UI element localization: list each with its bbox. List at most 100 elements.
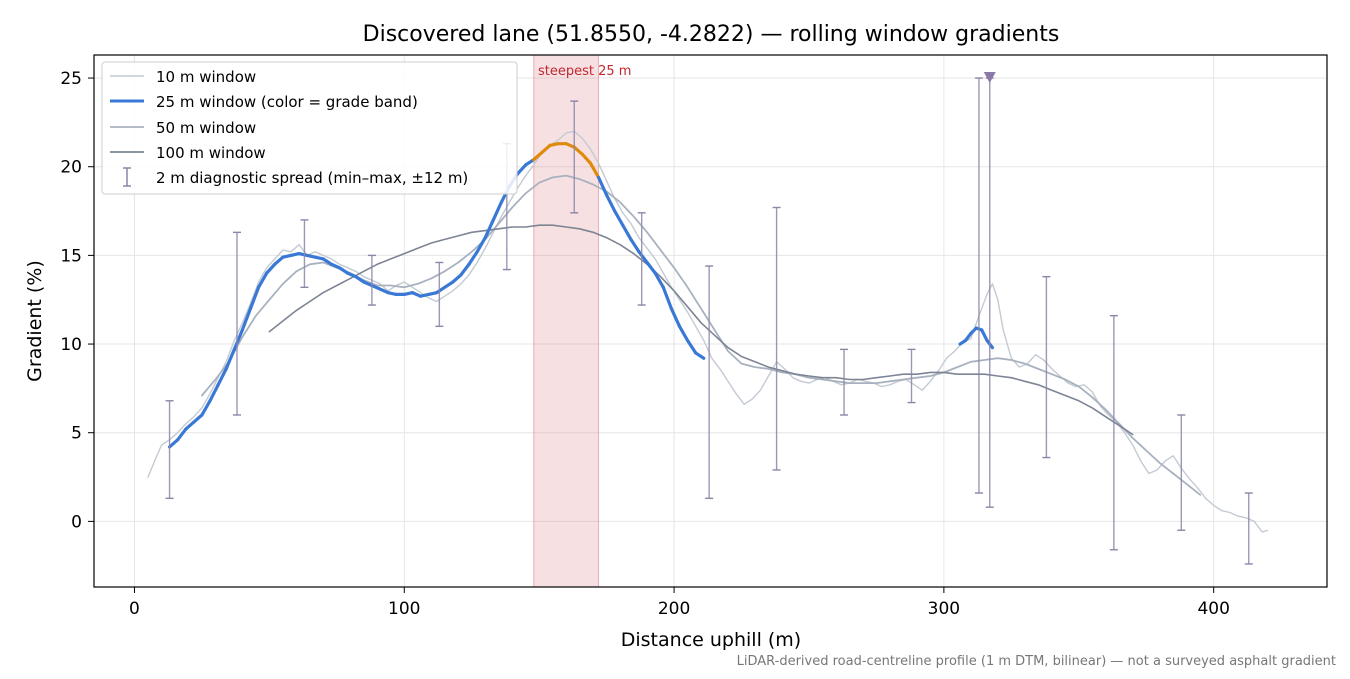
spread-bar — [907, 348, 916, 404]
series-layer — [147, 130, 1269, 533]
series-segment-25m — [483, 218, 495, 240]
series-segment-25m — [540, 143, 552, 155]
spread-bar — [232, 231, 241, 416]
spread-bar — [974, 77, 983, 494]
series-segment-25m — [443, 280, 455, 289]
x-tick-label: 0 — [129, 599, 140, 619]
series-segment-25m — [451, 273, 463, 284]
series-segment-25m — [216, 367, 228, 387]
series-segment-25m — [224, 347, 236, 371]
series-segment-25m — [321, 257, 334, 266]
x-tick-label: 200 — [658, 599, 690, 619]
spread-bar — [367, 254, 376, 306]
series-segment-25m — [475, 236, 487, 254]
series-segment-25m — [354, 275, 366, 284]
series-segment-25m — [515, 163, 528, 176]
spread-bar — [840, 348, 849, 416]
x-tick-label: 100 — [388, 599, 420, 619]
series-segment-25m — [184, 420, 196, 431]
series-segment-25m — [605, 193, 617, 213]
series-segment-25m — [613, 209, 625, 227]
series-segment-25m — [491, 200, 504, 222]
spread-bar — [1244, 492, 1253, 565]
spread-bar — [637, 212, 646, 306]
series-segment-25m — [653, 271, 665, 289]
series-segment-25m — [200, 399, 212, 417]
spread-bar — [1177, 414, 1186, 531]
spread-bar — [985, 77, 994, 508]
series-segment-25m — [677, 324, 690, 343]
series-segment-25m — [273, 255, 285, 266]
chart-title: Discovered lane (51.8550, -4.2822) — rol… — [363, 22, 1060, 47]
series-segment-25m — [435, 285, 447, 295]
x-tick-label: 400 — [1197, 599, 1229, 619]
x-axis-label: Distance uphill (m) — [621, 629, 801, 651]
y-tick-label: 20 — [60, 158, 82, 178]
series-line-50m — [201, 174, 1202, 496]
series-segment-25m — [240, 306, 253, 332]
steepest-band-layer — [533, 54, 600, 588]
y-tick-label: 5 — [71, 424, 82, 444]
plot-frame — [93, 54, 1328, 588]
series-segment-25m — [192, 413, 204, 424]
footnote: LiDAR-derived road-centreline profile (1… — [737, 654, 1336, 669]
legend-label-50m: 50 m window — [156, 119, 256, 137]
diagnostic-spread-layer — [165, 77, 1253, 565]
legend-swatch-spread — [123, 167, 131, 187]
y-tick-label: 15 — [60, 246, 82, 266]
legend-label-100m: 100 m window — [156, 144, 266, 162]
series-segment-25m — [629, 237, 641, 254]
series-segment-25m — [467, 250, 479, 266]
series-segment-25m — [637, 250, 649, 265]
legend-box — [101, 61, 518, 195]
y-axis-ticks: 0 5 10 15 20 25 — [60, 69, 94, 532]
steepest-band — [533, 54, 600, 588]
series-segment-25m — [232, 328, 244, 351]
series-line-10m — [147, 130, 1269, 533]
series-segment-25m — [645, 260, 657, 275]
spread-bar — [300, 219, 309, 289]
spread-bar — [772, 206, 781, 471]
x-axis-ticks: 0 100 200 300 400 — [129, 587, 1230, 619]
series-segment-25m — [524, 158, 536, 167]
series-line-100m — [268, 224, 1134, 436]
steepest-band-label: steepest 25 m — [538, 64, 631, 79]
series-segment-25m — [256, 271, 269, 289]
series-segment-25m — [208, 383, 220, 403]
legend: 10 m window 25 m window (color = grade b… — [101, 61, 518, 195]
legend-label-25m: 25 m window (color = grade band) — [156, 93, 418, 111]
max-marker — [983, 72, 996, 84]
series-segment-25m — [588, 161, 601, 179]
series-segment-25m — [265, 262, 277, 275]
spread-bar — [165, 400, 174, 500]
series-segment-25m — [596, 175, 609, 197]
x-tick-label: 300 — [928, 599, 960, 619]
series-segment-25m — [694, 351, 706, 360]
legend-label-spread: 2 m diagnostic spread (min–max, ±12 m) — [156, 169, 468, 187]
series-segment-25m — [337, 266, 350, 275]
series-segment-25m — [621, 223, 633, 242]
series-segment-25m — [580, 152, 593, 165]
series-segment-25m — [459, 262, 471, 277]
y-tick-label: 25 — [60, 69, 82, 89]
series-segment-25m — [532, 150, 544, 162]
series-segment-25m — [176, 427, 188, 442]
spread-bar — [435, 261, 444, 328]
y-tick-label: 10 — [60, 335, 82, 355]
spread-bar — [1042, 275, 1051, 459]
series-segment-25m — [572, 145, 584, 156]
series-segment-25m — [669, 306, 682, 328]
series-segment-25m — [661, 285, 673, 311]
spread-bar — [1109, 314, 1118, 551]
spread-bar — [570, 100, 579, 214]
series-segment-25m — [248, 285, 261, 311]
legend-label-10m: 10 m window — [156, 68, 256, 86]
max-marker-layer — [983, 72, 996, 84]
y-axis-label: Gradient (%) — [24, 260, 46, 382]
series-segment-25m — [980, 328, 989, 343]
y-tick-label: 0 — [71, 512, 82, 532]
spread-bar — [705, 265, 714, 500]
series-segment-25m — [167, 438, 180, 449]
